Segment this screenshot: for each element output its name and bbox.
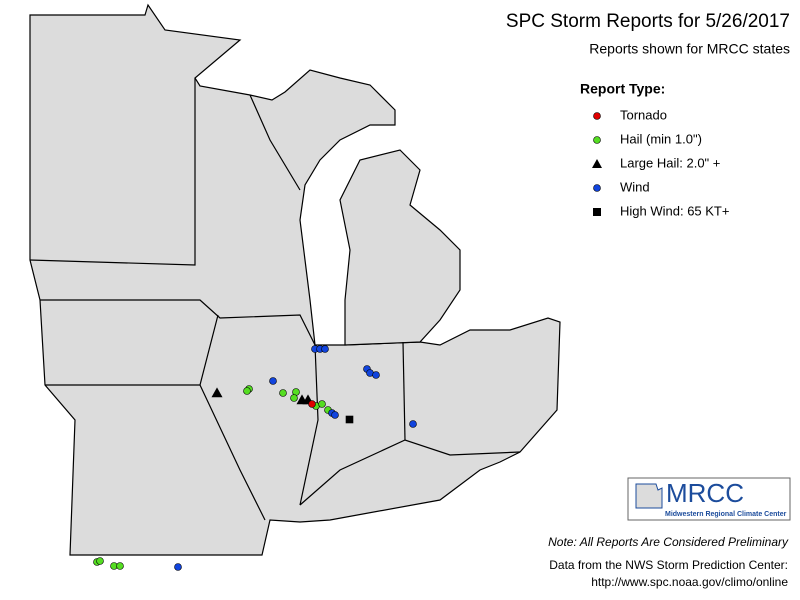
hail-marker [279, 389, 287, 397]
hail-marker [116, 562, 124, 570]
wind-marker [409, 420, 417, 428]
mn-border [29, 78, 196, 266]
legend-symbol [593, 208, 601, 216]
legend-label: Tornado [620, 107, 667, 122]
legend-label: Hail (min 1.0") [620, 131, 702, 146]
legend-label: High Wind: 65 KT+ [620, 203, 729, 218]
tornado-marker [308, 400, 316, 408]
map [29, 3, 561, 556]
hail-marker [96, 557, 104, 565]
large-hail-marker [211, 387, 223, 398]
legend-title: Report Type: [580, 81, 665, 97]
logo: MRCC Midwestern Regional Climate Center [627, 477, 791, 521]
legend-label: Wind [620, 179, 650, 194]
high-wind-marker [345, 415, 354, 424]
subtitle: Reports shown for MRCC states [589, 41, 790, 57]
legend-symbol [593, 112, 601, 120]
legend-symbol [593, 184, 601, 192]
wind-marker [372, 371, 380, 379]
wi-mi-border [249, 94, 301, 191]
title: SPC Storm Reports for 5/26/2017 [506, 11, 790, 32]
logo-map [635, 483, 663, 509]
il-in-border [299, 344, 319, 506]
legend: Report Type: Tornado Hail (min 1.0") Large… [580, 81, 729, 219]
lower-michigan [339, 149, 461, 346]
wind-marker [269, 377, 277, 385]
hail-marker [290, 394, 298, 402]
legend-symbol [593, 136, 601, 144]
reports [93, 345, 417, 571]
ia-border [40, 299, 316, 346]
logo-text: MRCC [666, 478, 744, 508]
ohio-river [299, 439, 521, 506]
legend-symbol [592, 159, 602, 168]
source-note: Data from the NWS Storm Prediction Cente… [549, 558, 788, 572]
source-url: http://www.spc.noaa.gov/climo/online [591, 575, 788, 589]
logo-subtext: Midwestern Regional Climate Center [665, 511, 787, 518]
wind-marker [174, 563, 182, 571]
hail-marker [243, 387, 251, 395]
il-mo-border [199, 384, 266, 521]
hail-marker [318, 400, 326, 408]
wind-marker [331, 411, 339, 419]
legend-label: Large Hail: 2.0" + [620, 155, 720, 170]
preliminary-note: Note: All Reports Are Considered Prelimi… [548, 535, 789, 549]
wind-marker [321, 345, 329, 353]
in-oh-border [402, 341, 406, 441]
